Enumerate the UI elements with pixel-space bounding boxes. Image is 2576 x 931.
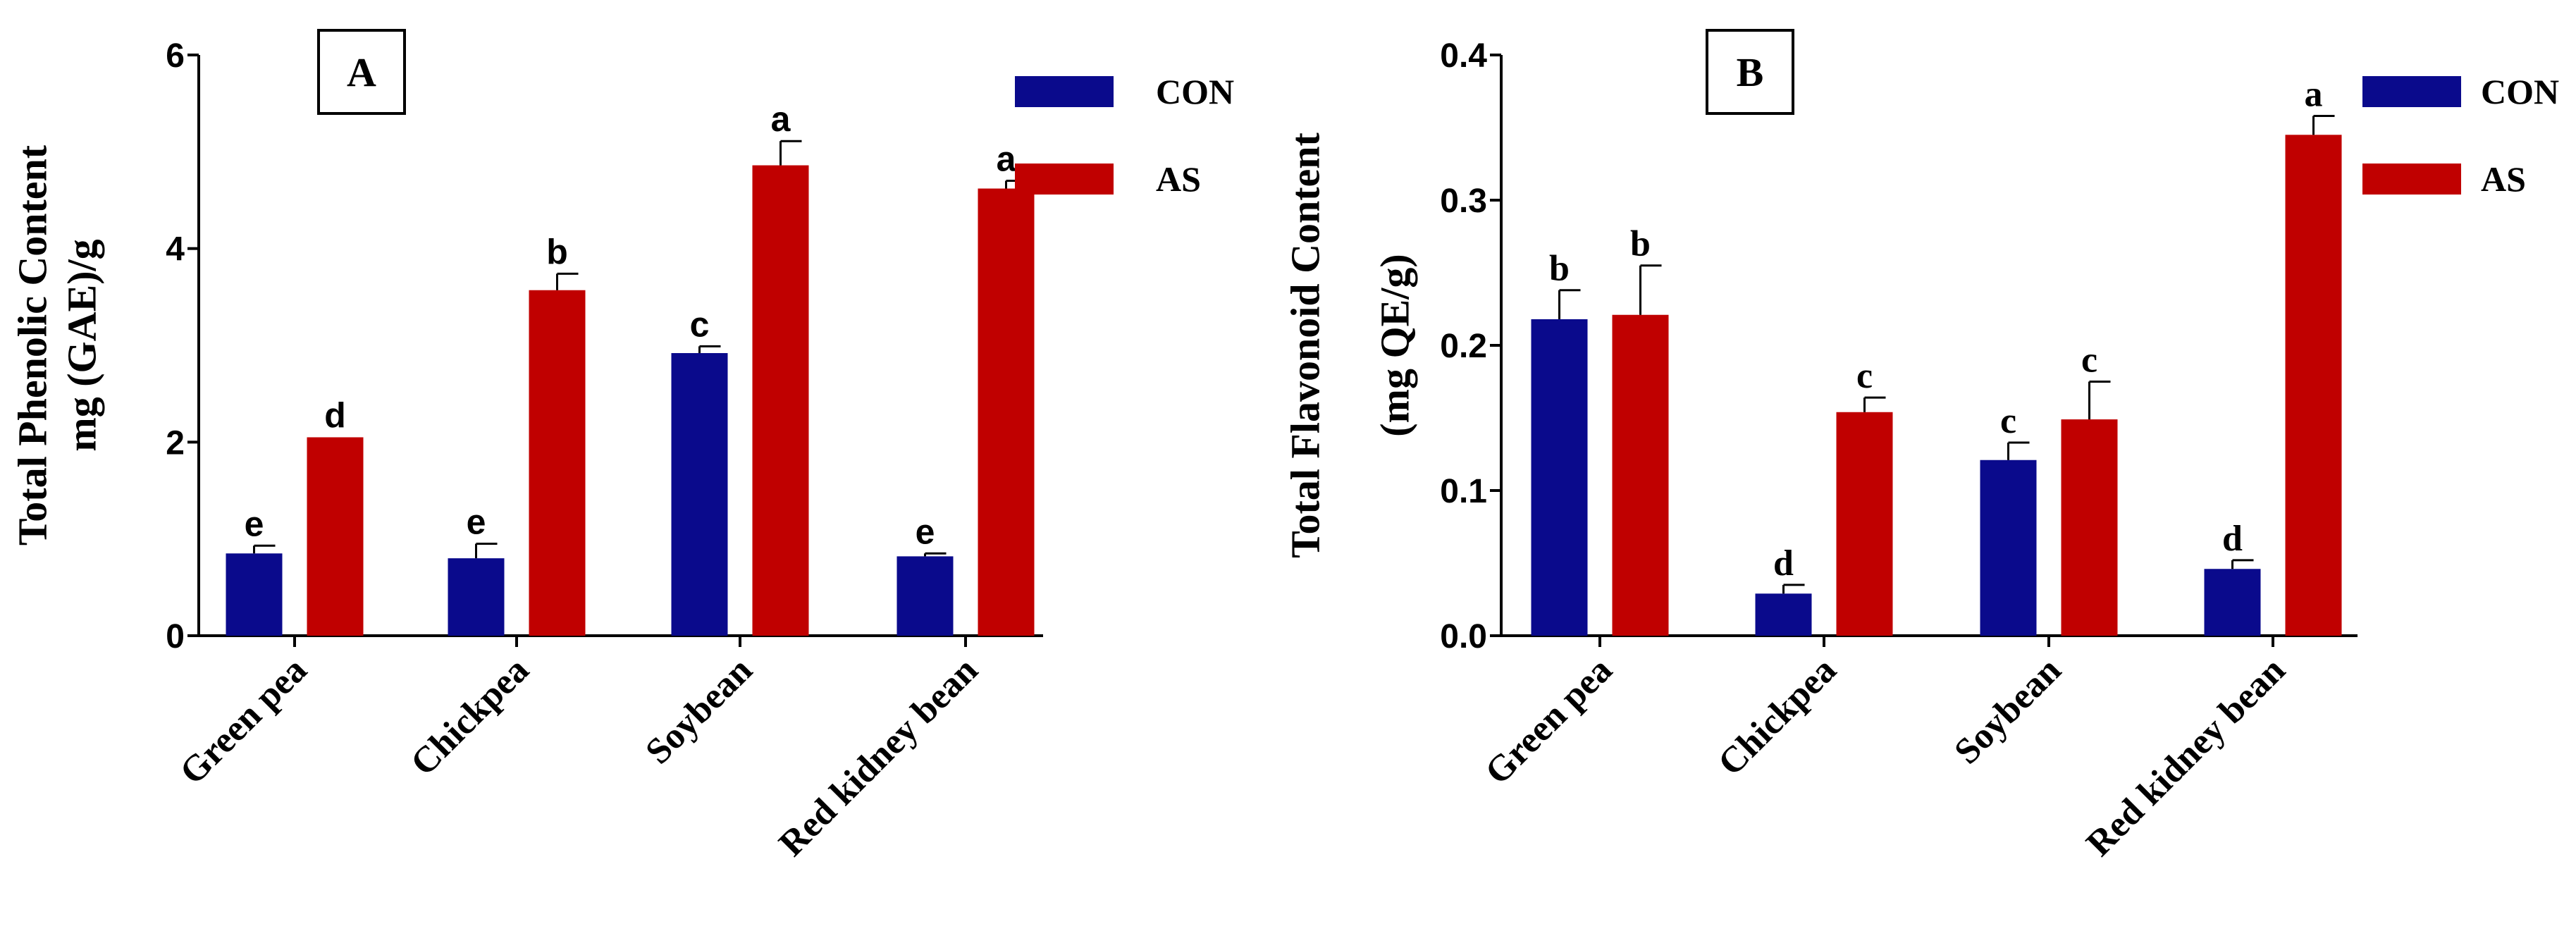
bar-as-soybean xyxy=(2061,419,2118,636)
bar-as-soybean xyxy=(752,165,809,636)
y-tick-label: 0.4 xyxy=(1440,37,1487,75)
legend-swatch-as xyxy=(2362,164,2461,195)
significance-letter: b xyxy=(1549,249,1570,289)
x-category-label: Chickpea xyxy=(403,650,536,783)
x-category-label: Soybean xyxy=(1947,650,2069,772)
y-axis-label: mg (GAE)/g xyxy=(58,239,104,451)
bar-as-chickpea xyxy=(1836,412,1893,636)
significance-letter: c xyxy=(2000,401,2016,441)
y-tick-label: 0.0 xyxy=(1440,618,1487,655)
significance-letter: c xyxy=(1856,356,1873,396)
significance-letter: a xyxy=(2305,75,2323,115)
panel-label-box xyxy=(317,29,406,115)
legend: CON AS xyxy=(2362,72,2559,199)
x-category-label: Red kidney bean xyxy=(772,650,986,864)
bar-con-soybean xyxy=(1980,460,2037,636)
legend-label-con: CON xyxy=(1156,72,1234,111)
legend-label-con: CON xyxy=(2481,72,2559,111)
legend-swatch-as xyxy=(1015,164,1114,195)
significance-letter: d xyxy=(2222,519,2243,559)
legend-label-as: AS xyxy=(2481,159,2526,199)
bar-con-red-kidney-bean xyxy=(2204,569,2261,636)
bar-as-red-kidney-bean xyxy=(2285,135,2342,636)
bar-con-chickpea xyxy=(448,558,505,636)
significance-letter: c xyxy=(690,304,710,344)
significance-letter: b xyxy=(1630,224,1651,264)
bar-as-green-pea xyxy=(1612,314,1669,636)
bar-con-soybean xyxy=(671,352,728,636)
y-tick-label: 0 xyxy=(166,618,185,655)
significance-letter: c xyxy=(2081,340,2097,381)
y-axis-label: Total Phenolic Content xyxy=(9,144,55,545)
panel-label: A xyxy=(347,49,376,95)
significance-letter: d xyxy=(1773,543,1794,584)
x-category-label: Green pea xyxy=(1477,650,1620,792)
bar-as-chickpea xyxy=(529,290,586,636)
bar-con-red-kidney-bean xyxy=(896,556,954,636)
significance-letter: d xyxy=(324,395,346,435)
y-tick-label: 4 xyxy=(166,231,185,269)
significance-letter: e xyxy=(467,503,486,542)
significance-letter: e xyxy=(916,512,935,551)
x-category-label: Chickpea xyxy=(1711,650,1844,783)
significance-letter: a xyxy=(997,140,1017,179)
panel-b: 0.0 0.1 0.2 0.3 0.4 Total Flavonoid Content (m… xyxy=(1282,29,2559,864)
bar-as-red-kidney-bean xyxy=(978,188,1035,636)
panel-a: 0 2 4 6 Total Phenolic Content mg (GAE)/g e d Gr… xyxy=(9,29,1234,864)
x-category-label: Red kidney bean xyxy=(2079,650,2293,864)
legend-label-as: AS xyxy=(1156,159,1201,199)
y-tick-label: 0.3 xyxy=(1440,183,1487,220)
bar-con-chickpea xyxy=(1755,593,1812,636)
legend-swatch-con xyxy=(2362,76,2461,107)
y-axis-label: (mg QE/g) xyxy=(1372,254,1417,436)
y-tick-label: 0.2 xyxy=(1440,328,1487,365)
y-tick-label: 2 xyxy=(166,424,185,462)
panel-label: B xyxy=(1737,49,1764,95)
x-category-label: Green pea xyxy=(172,650,314,792)
y-tick-label: 6 xyxy=(166,37,185,75)
bar-con-green-pea xyxy=(1531,319,1588,636)
significance-letter: a xyxy=(771,99,791,139)
y-tick-label: 0.1 xyxy=(1440,473,1487,510)
legend-swatch-con xyxy=(1015,76,1114,107)
significance-letter: e xyxy=(245,504,264,543)
panel-label-box xyxy=(1706,29,1794,115)
x-category-label: Soybean xyxy=(638,650,760,772)
y-axis-label: Total Flavonoid Content xyxy=(1282,132,1328,557)
bar-as-green-pea xyxy=(307,437,364,636)
legend: CON AS xyxy=(1015,72,1234,199)
bar-con-green-pea xyxy=(226,553,283,636)
significance-letter: b xyxy=(546,232,568,271)
